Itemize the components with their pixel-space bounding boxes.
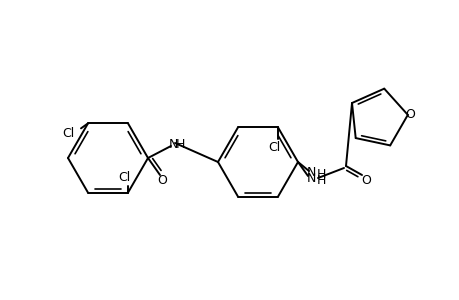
Text: H: H [316, 175, 325, 188]
Text: N: N [306, 166, 315, 178]
Text: N: N [168, 137, 177, 151]
Text: O: O [404, 108, 414, 122]
Text: H: H [175, 137, 184, 151]
Text: H: H [316, 167, 325, 181]
Text: Cl: Cl [267, 141, 280, 154]
Text: O: O [360, 173, 370, 187]
Text: Cl: Cl [118, 171, 130, 184]
Text: N: N [306, 172, 315, 184]
Text: O: O [157, 173, 167, 187]
Text: Cl: Cl [62, 127, 74, 140]
